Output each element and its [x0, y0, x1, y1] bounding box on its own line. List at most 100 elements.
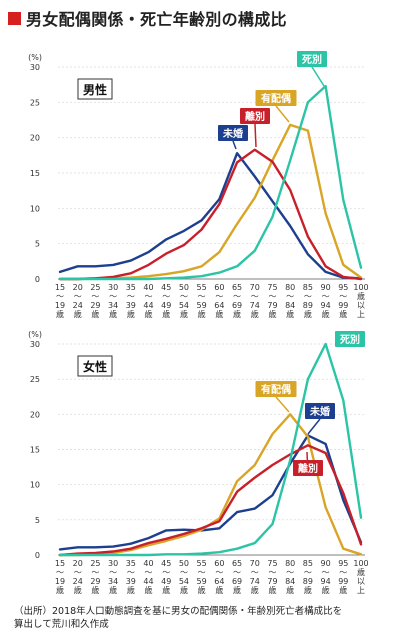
female-x-tick-label: 59 [197, 577, 207, 586]
female-x-tick-label: 歳 [162, 585, 170, 595]
female-x-tick-label: 60 [214, 559, 224, 568]
male-x-tick-label: 歳 [286, 309, 294, 319]
male-x-tick-label: 歳 [180, 309, 188, 319]
male-x-tick-label: 69 [232, 301, 242, 310]
female-x-tick-label: 〜 [215, 568, 223, 577]
male-x-tick-label: 95 [338, 283, 348, 292]
male-x-tick-label: 歳 [357, 291, 365, 301]
male-y-tick-label: 15 [30, 169, 40, 178]
male-callout-pointer [254, 123, 257, 148]
male-x-tick-label: 歳 [109, 309, 117, 319]
female-x-tick-label: 〜 [304, 568, 312, 577]
female-callout-label: 死別 [340, 333, 360, 346]
male-x-tick-label: 100 [353, 283, 368, 292]
male-x-tick-label: 94 [320, 301, 330, 310]
source-note: （出所）2018年人口動態調査を基に男女の配偶関係・年齢別死亡者構成比を 算出し… [14, 605, 342, 631]
male-x-tick-label: 25 [90, 283, 100, 292]
female-x-tick-label: 99 [338, 577, 348, 586]
female-x-tick-label: 歳 [198, 585, 206, 595]
male-callout-box [255, 90, 297, 106]
female-x-tick-label: 80 [285, 559, 295, 568]
male-x-tick-label: 34 [108, 301, 118, 310]
male-x-tick-label: 歳 [304, 309, 312, 319]
male-x-tick-label: 歳 [215, 309, 223, 319]
male-callout-label: 死別 [302, 53, 322, 66]
female-x-tick-label: 〜 [268, 568, 276, 577]
female-x-tick-label: 75 [267, 559, 277, 568]
female-x-tick-label: 〜 [109, 568, 117, 577]
female-y-tick-label: 0 [35, 551, 40, 560]
male-x-tick-label: 〜 [339, 292, 347, 301]
male-callout-pointer [232, 140, 237, 150]
male-x-tick-label: 歳 [91, 309, 99, 319]
female-x-tick-label: 歳 [56, 585, 64, 595]
male-x-tick-label: 上 [357, 310, 365, 319]
female-x-tick-label: 歳 [322, 585, 330, 595]
source-line-1: （出所）2018年人口動態調査を基に男女の配偶関係・年齢別死亡者構成比を [14, 606, 343, 617]
female-callout-box [305, 403, 335, 419]
male-callout-label: 未婚 [222, 127, 243, 140]
male-x-tick-label: 〜 [198, 292, 206, 301]
female-x-tick-label: 歳 [286, 585, 294, 595]
female-callout-label: 離別 [298, 462, 318, 475]
female-callout-box [335, 331, 365, 347]
male-x-tick-label: 99 [338, 301, 348, 310]
female-x-tick-label: 歳 [233, 585, 241, 595]
chart-male-svg: (%)05101520253015〜19歳20〜24歳25〜29歳30〜34歳3… [28, 51, 369, 319]
male-x-tick-label: 歳 [322, 309, 330, 319]
male-callout-label: 有配偶 [261, 92, 291, 105]
female-x-tick-label: 歳 [339, 585, 347, 595]
female-x-tick-label: 95 [338, 559, 348, 568]
male-callout-pointer [275, 105, 290, 123]
female-x-tick-label: 歳 [145, 585, 153, 595]
male-x-tick-label: 84 [285, 301, 295, 310]
female-x-tick-label: 〜 [339, 568, 347, 577]
male-x-tick-label: 19 [55, 301, 65, 310]
female-x-tick-label: 歳 [268, 585, 276, 595]
female-x-tick-label: 79 [267, 577, 277, 586]
female-callout-pointer [275, 396, 290, 413]
male-x-tick-label: 39 [126, 301, 136, 310]
female-x-tick-label: 29 [90, 577, 100, 586]
male-x-tick-label: 歳 [145, 309, 153, 319]
male-series-line [58, 151, 363, 280]
male-y-unit: (%) [28, 53, 42, 62]
female-x-tick-label: 〜 [251, 568, 259, 577]
male-callout-label: 離別 [245, 110, 265, 123]
female-x-tick-label: 〜 [198, 568, 206, 577]
male-x-tick-label: 歳 [127, 309, 135, 319]
female-x-tick-label: 歳 [357, 567, 365, 577]
male-x-tick-label: 44 [143, 301, 153, 310]
male-callout-box [240, 108, 270, 124]
female-x-tick-label: 40 [143, 559, 153, 568]
female-x-tick-label: 〜 [286, 568, 294, 577]
female-x-tick-label: 19 [55, 577, 65, 586]
female-x-tick-label: 45 [161, 559, 171, 568]
female-x-tick-label: 65 [232, 559, 242, 568]
male-x-tick-label: 歳 [198, 309, 206, 319]
female-x-tick-label: 49 [161, 577, 171, 586]
female-callout-box [293, 460, 323, 476]
male-y-tick-label: 25 [30, 98, 40, 107]
male-x-tick-label: 〜 [145, 292, 153, 301]
female-x-tick-label: 100 [353, 559, 368, 568]
male-x-tick-label: 49 [161, 301, 171, 310]
female-x-tick-label: 39 [126, 577, 136, 586]
male-series-line [58, 84, 363, 281]
female-y-tick-label: 20 [30, 410, 40, 419]
female-y-tick-label: 30 [30, 340, 40, 349]
female-x-tick-label: 34 [108, 577, 118, 586]
male-x-tick-label: 35 [126, 283, 136, 292]
female-x-tick-label: 〜 [56, 568, 64, 577]
male-x-tick-label: 20 [73, 283, 83, 292]
male-x-tick-label: 〜 [251, 292, 259, 301]
female-x-tick-label: 以 [357, 577, 365, 586]
male-x-tick-label: 〜 [56, 292, 64, 301]
female-x-tick-label: 44 [143, 577, 153, 586]
female-x-tick-label: 84 [285, 577, 295, 586]
male-x-tick-label: 50 [179, 283, 189, 292]
female-x-tick-label: 歳 [74, 585, 82, 595]
male-x-tick-label: 79 [267, 301, 277, 310]
female-series-line [58, 444, 363, 557]
female-x-tick-label: 20 [73, 559, 83, 568]
